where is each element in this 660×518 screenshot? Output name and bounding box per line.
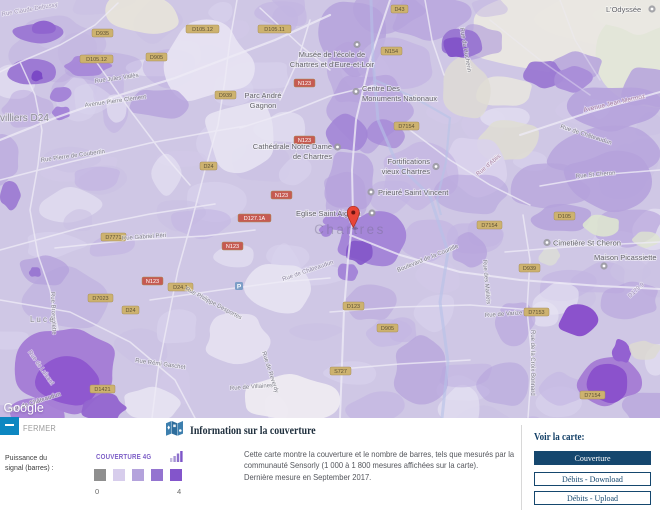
svg-text:Maison Picassiette: Maison Picassiette [594,253,657,262]
svg-text:N123: N123 [298,138,311,144]
svg-text:D127.1A: D127.1A [244,216,266,222]
svg-text:D939: D939 [523,266,536,272]
svg-text:D105: D105 [558,214,571,220]
svg-text:D105.12: D105.12 [192,27,213,33]
svg-text:Gagnon: Gagnon [250,101,277,110]
svg-text:D43: D43 [394,7,404,13]
svg-text:S727: S727 [334,369,347,375]
svg-text:P: P [237,284,242,291]
svg-text:Cimetière St Cheron: Cimetière St Cheron [553,239,621,248]
svg-text:Rue St Cheron: Rue St Cheron [576,171,616,180]
svg-text:D7154: D7154 [584,393,600,399]
svg-text:D905: D905 [381,326,394,332]
svg-text:Google: Google [4,401,44,415]
svg-text:Fortifications: Fortifications [387,157,430,166]
svg-text:Chartres: Chartres [314,222,386,237]
svg-text:D7023: D7023 [92,296,108,302]
svg-text:vieux Chartres: vieux Chartres [382,167,431,176]
svg-text:D24: D24 [203,164,213,170]
svg-text:Rue de la Croix Bonnard: Rue de la Croix Bonnard [529,330,535,396]
svg-text:L'Odyssée: L'Odyssée [606,5,641,14]
svg-text:Monuments Nationaux: Monuments Nationaux [362,94,437,103]
svg-text:villiers D24: villiers D24 [0,113,49,124]
svg-text:N123: N123 [298,81,311,87]
svg-text:Prieuré Saint Vincent: Prieuré Saint Vincent [378,188,449,197]
svg-text:Rue des Maillets: Rue des Maillets [481,260,491,305]
svg-text:Rue de Villaines: Rue de Villaines [230,383,274,392]
svg-text:D105.11: D105.11 [264,27,284,33]
svg-text:D1421: D1421 [94,387,110,393]
svg-text:Centre Des: Centre Des [362,84,400,93]
svg-text:D935: D935 [96,31,109,37]
svg-text:D123: D123 [347,304,360,310]
svg-text:N154: N154 [385,49,398,55]
svg-text:Rue de Varize: Rue de Varize [485,310,524,319]
svg-text:Eglise Saint Aignan: Eglise Saint Aignan [296,209,361,218]
svg-text:Chartres et d'Eure-et-Loir: Chartres et d'Eure-et-Loir [290,60,375,69]
svg-text:D7154: D7154 [398,124,414,130]
svg-text:N123: N123 [275,193,288,199]
svg-text:D939: D939 [219,93,232,99]
svg-text:Rue Brossolette: Rue Brossolette [49,292,57,336]
svg-text:Cathédrale Notre Dame: Cathédrale Notre Dame [253,142,332,151]
svg-text:D7153: D7153 [528,310,544,316]
svg-text:D24.1: D24.1 [173,285,188,291]
svg-text:D24: D24 [125,308,135,314]
svg-text:D105.12: D105.12 [86,57,107,63]
svg-text:de Chartres: de Chartres [293,152,332,161]
svg-text:Rue Gabriel Péri: Rue Gabriel Péri [122,233,167,242]
svg-text:D7154: D7154 [481,223,497,229]
svg-text:L u c é: L u c é [30,315,54,324]
svg-text:D7771: D7771 [105,235,121,241]
svg-text:D905: D905 [150,55,163,61]
svg-text:N123: N123 [146,279,159,285]
svg-text:N123: N123 [226,244,239,250]
svg-text:Parc André: Parc André [244,91,281,100]
svg-text:Musée de l'école de: Musée de l'école de [299,50,365,59]
